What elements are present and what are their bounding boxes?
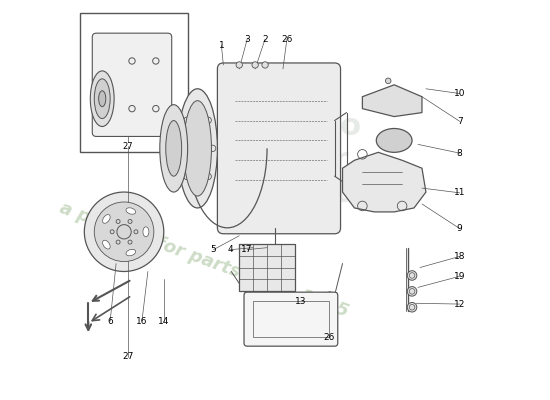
Text: 17: 17 [241,245,253,254]
Ellipse shape [126,208,136,214]
Text: 13: 13 [295,297,306,306]
Circle shape [407,271,417,280]
Bar [80,13,188,152]
Text: 14: 14 [158,317,169,326]
FancyBboxPatch shape [92,33,172,136]
Text: 1: 1 [218,40,224,50]
Text: 26: 26 [323,332,334,342]
Ellipse shape [98,91,106,107]
Text: 12: 12 [454,300,465,308]
Ellipse shape [184,101,211,196]
Text: 27: 27 [123,142,133,151]
Ellipse shape [143,227,149,237]
Text: 8: 8 [457,149,463,158]
Text: 7: 7 [457,117,463,126]
Circle shape [94,202,154,262]
Circle shape [407,286,417,296]
Ellipse shape [376,128,412,152]
Text: euro
car
parts: euro car parts [278,112,368,208]
Text: 9: 9 [457,224,463,233]
Text: a passion for parts since 1985: a passion for parts since 1985 [57,199,350,320]
Circle shape [386,78,391,84]
Text: 18: 18 [454,252,465,261]
FancyArrowPatch shape [92,297,130,321]
Text: 2: 2 [262,35,268,44]
FancyBboxPatch shape [217,63,340,234]
Ellipse shape [103,240,110,249]
Ellipse shape [126,249,136,256]
Ellipse shape [103,214,110,223]
Polygon shape [362,85,422,116]
Circle shape [262,62,268,68]
Circle shape [84,192,164,272]
Ellipse shape [90,71,114,126]
Text: 3: 3 [244,35,250,44]
Text: 27: 27 [122,352,134,362]
Text: 16: 16 [136,317,148,326]
FancyBboxPatch shape [244,292,338,346]
Text: 5: 5 [211,245,216,254]
Ellipse shape [94,79,110,118]
Text: 4: 4 [228,245,233,254]
Text: 19: 19 [454,272,465,281]
Text: 10: 10 [454,89,465,98]
Text: 11: 11 [454,188,465,197]
Text: 26: 26 [281,35,293,44]
Bar [253,301,329,337]
Text: 6: 6 [107,317,113,326]
Polygon shape [343,152,426,212]
Bar [239,244,295,291]
Circle shape [386,132,402,148]
Ellipse shape [166,120,182,176]
Circle shape [236,62,243,68]
Ellipse shape [178,89,217,208]
Circle shape [407,302,417,312]
Ellipse shape [160,105,188,192]
Circle shape [252,62,258,68]
